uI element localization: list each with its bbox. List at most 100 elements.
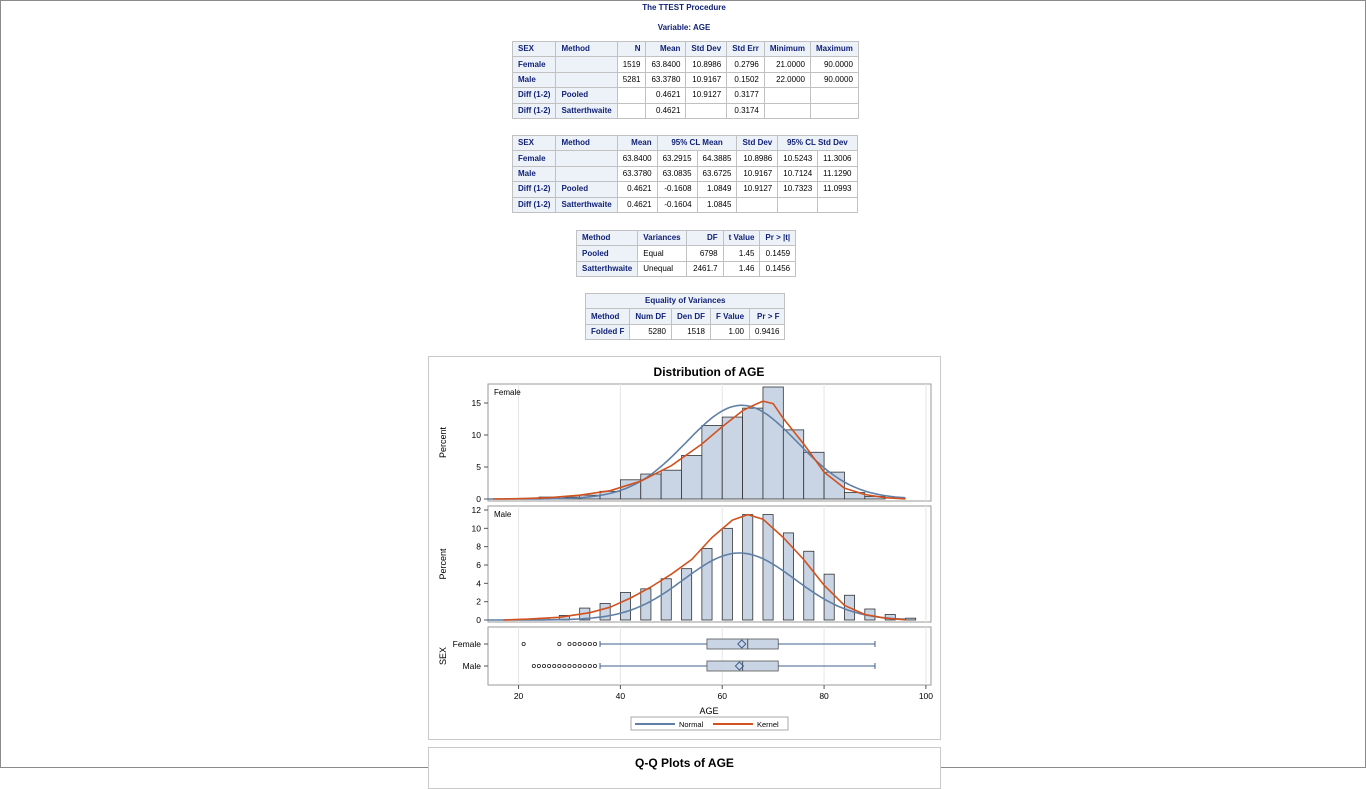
col-header: Method xyxy=(586,309,630,324)
y-tick-label: 4 xyxy=(476,578,481,588)
col-header: Std Err xyxy=(727,42,765,57)
table-cell xyxy=(810,103,858,118)
row-method: Satterthwaite xyxy=(556,197,617,212)
col-header: Variances xyxy=(638,231,686,246)
histogram-bar xyxy=(722,528,732,620)
x-tick-label: 40 xyxy=(616,691,626,701)
row-method xyxy=(556,151,617,166)
table-cell: 0.3174 xyxy=(727,103,765,118)
legend-kernel-label: Kernel xyxy=(757,720,779,729)
table-cell: -0.1608 xyxy=(657,182,697,197)
ttests-table: Method Variances DF t Value Pr > |t| Poo… xyxy=(576,230,796,277)
y-axis-label: SEX xyxy=(438,647,448,665)
table-cell xyxy=(764,103,810,118)
table-cell: Equal xyxy=(638,246,686,261)
table-header-row: Method Num DF Den DF F Value Pr > F xyxy=(586,309,785,324)
panel-frame xyxy=(488,627,931,685)
row-header: Female xyxy=(513,151,556,166)
col-header: SEX xyxy=(513,136,556,151)
histogram-bar xyxy=(681,569,691,620)
row-method xyxy=(556,166,617,181)
table-cell xyxy=(737,197,778,212)
row-header: Female xyxy=(513,57,556,72)
table-cell xyxy=(617,88,646,103)
table-cell: 5281 xyxy=(617,72,646,87)
col-header: Method xyxy=(577,231,638,246)
legend-normal-label: Normal xyxy=(679,720,704,729)
panel-label: Male xyxy=(494,510,512,519)
col-header: Num DF xyxy=(630,309,672,324)
table-cell xyxy=(810,88,858,103)
x-tick-label: 60 xyxy=(717,691,727,701)
table-cell: 63.6725 xyxy=(697,166,737,181)
row-header: Satterthwaite xyxy=(577,261,638,276)
y-axis-label: Percent xyxy=(438,426,448,458)
table-cell: 10.9167 xyxy=(737,166,778,181)
histogram-bar xyxy=(906,618,916,620)
legend: Normal Kernel xyxy=(631,717,788,730)
col-header: Pr > F xyxy=(750,309,785,324)
table-cell: 0.4621 xyxy=(617,197,657,212)
table-cell: 0.4621 xyxy=(646,103,686,118)
histogram-bar xyxy=(743,515,753,620)
histogram-bar xyxy=(661,470,681,499)
table-header-row: Method Variances DF t Value Pr > |t| xyxy=(577,231,796,246)
row-header: Pooled xyxy=(577,246,638,261)
table-cell xyxy=(818,197,857,212)
table-cell: 5280 xyxy=(630,324,672,339)
col-header: 95% CL Mean xyxy=(657,136,737,151)
x-tick-label: 20 xyxy=(514,691,524,701)
table-cell: 6798 xyxy=(686,246,723,261)
table-cell: 90.0000 xyxy=(810,57,858,72)
y-tick-label: 8 xyxy=(476,542,481,552)
col-header: Maximum xyxy=(810,42,858,57)
table-cell: 0.4621 xyxy=(617,182,657,197)
y-tick-label: 0 xyxy=(476,615,481,625)
y-tick-label: 5 xyxy=(476,462,481,472)
col-header: N xyxy=(617,42,646,57)
table-cell: 0.2796 xyxy=(727,57,765,72)
col-header: Minimum xyxy=(764,42,810,57)
table-cell: 11.0993 xyxy=(818,182,857,197)
y-tick-label: 10 xyxy=(472,523,482,533)
table-cell: 1519 xyxy=(617,57,646,72)
histogram-bar xyxy=(641,474,661,499)
col-header: t Value xyxy=(723,231,760,246)
x-tick-label: 100 xyxy=(919,691,933,701)
table-cell xyxy=(778,197,818,212)
col-header: Std Dev xyxy=(737,136,778,151)
row-method: Pooled xyxy=(556,88,617,103)
procedure-title: The TTEST Procedure xyxy=(1,3,1366,12)
histogram-bar xyxy=(824,574,834,620)
col-header: SEX xyxy=(513,42,556,57)
row-header: Male xyxy=(513,166,556,181)
panel-label: Female xyxy=(494,388,521,397)
col-header: Pr > |t| xyxy=(760,231,796,246)
qq-plot-title: Q-Q Plots of AGE xyxy=(429,748,940,770)
row-method: Pooled xyxy=(556,182,617,197)
statistics-table: SEX Method N Mean Std Dev Std Err Minimu… xyxy=(512,41,859,119)
table-cell: 0.9416 xyxy=(750,324,785,339)
confidence-limits-table: SEX Method Mean 95% CL Mean Std Dev 95% … xyxy=(512,135,858,213)
y-axis-label: Percent xyxy=(438,548,448,580)
histogram-bar xyxy=(620,593,630,621)
y-tick-label: 12 xyxy=(472,505,482,515)
row-header: Diff (1-2) xyxy=(513,88,556,103)
histogram-bar xyxy=(743,408,763,499)
table-cell: -0.1604 xyxy=(657,197,697,212)
table-cell: 10.8986 xyxy=(686,57,727,72)
table-cell: 11.1290 xyxy=(818,166,857,181)
table-cell: 1.0845 xyxy=(697,197,737,212)
table-cell: 0.1502 xyxy=(727,72,765,87)
col-header: Den DF xyxy=(672,309,711,324)
